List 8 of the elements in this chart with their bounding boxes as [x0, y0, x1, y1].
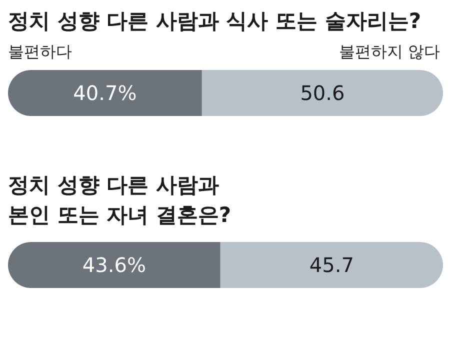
chart-title: 정치 성향 다른 사람과 식사 또는 술자리는?	[7, 8, 422, 35]
chart-title: 정치 성향 다른 사람과 본인 또는 자녀 결혼은?	[7, 172, 232, 229]
series-label: 불편하다	[8, 42, 72, 63]
data-label: 43.6%	[82, 253, 146, 277]
series-label: 불편하지 않다	[338, 42, 440, 63]
data-label: 40.7%	[73, 81, 137, 105]
data-label: 50.6	[300, 81, 345, 105]
data-label: 45.7	[309, 253, 354, 277]
